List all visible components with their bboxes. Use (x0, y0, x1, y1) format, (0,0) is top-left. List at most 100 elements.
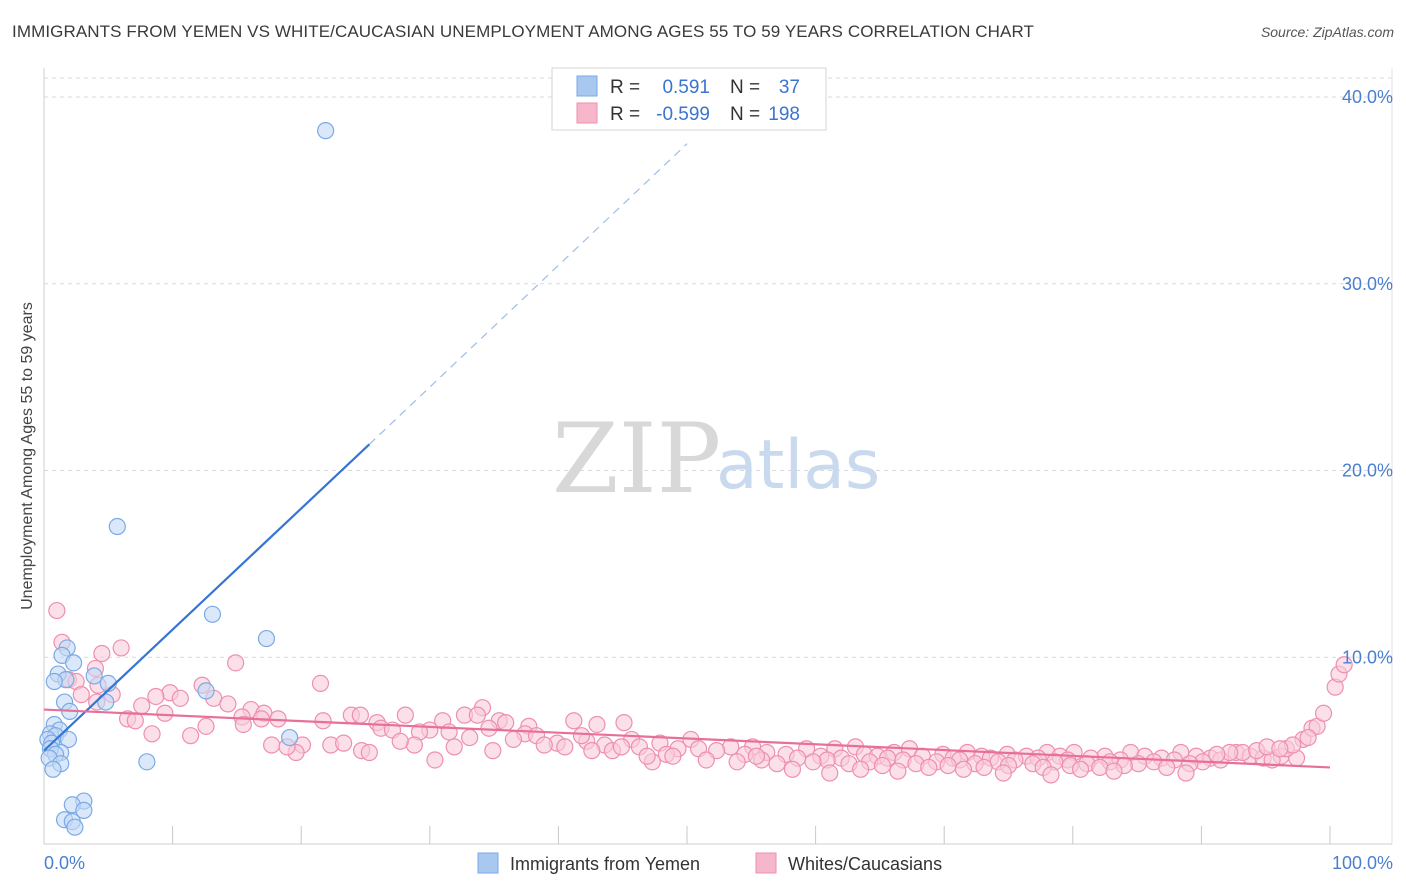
point-whites (48, 601, 66, 620)
point-whites (873, 756, 892, 775)
trend-line-whites (43, 708, 1331, 769)
point-whites (360, 743, 378, 762)
gridlines (44, 77, 1392, 658)
point-whites (747, 747, 766, 765)
point-whites (638, 747, 656, 765)
point-whites (445, 738, 463, 756)
point-yemen (257, 629, 276, 648)
point-whites (1299, 728, 1317, 747)
point-whites (112, 639, 130, 657)
point-whites (954, 760, 973, 778)
point-whites (821, 764, 839, 782)
point-yemen (64, 654, 83, 672)
x-tick-label-max: 100.0% (1332, 853, 1393, 873)
point-whites (994, 764, 1012, 782)
point-whites (612, 738, 631, 756)
watermark-atlas: atlas (716, 426, 880, 505)
trend-line-yemen-extension (368, 143, 688, 445)
y-tick-label: 20.0% (1342, 461, 1393, 481)
stats-box-frame (551, 67, 827, 131)
point-whites (396, 706, 414, 724)
x-tick-label-min: 0.0% (44, 853, 85, 873)
watermark: ZIP atlas (552, 403, 880, 515)
point-whites (497, 714, 515, 732)
point-whites (197, 717, 215, 735)
point-whites (227, 654, 245, 672)
point-whites (234, 715, 252, 734)
stats-n-label: N = (730, 104, 760, 125)
stats-r-label: R = (610, 104, 640, 125)
stats-n-value-yemen: 37 (779, 77, 800, 98)
point-whites (147, 687, 165, 706)
point-whites (939, 756, 957, 775)
point-yemen (59, 730, 78, 749)
point-whites (1105, 762, 1123, 780)
legend-swatch-yemen (477, 852, 499, 874)
point-whites (461, 728, 479, 747)
point-whites (93, 644, 111, 663)
point-yemen (197, 682, 215, 700)
legend-label-whites: Whites/Caucasians (788, 854, 942, 874)
stats-n-value-whites: 198 (768, 104, 800, 125)
point-yemen (75, 801, 93, 819)
source-credit: Source: ZipAtlas.com (1260, 24, 1394, 40)
point-whites (1158, 758, 1176, 777)
stats-box: R = 0.591 N = 37 R = -0.599 N = 198 (551, 67, 827, 131)
legend-label-yemen: Immigrants from Yemen (510, 854, 700, 874)
point-whites (156, 704, 174, 722)
point-whites (263, 736, 281, 754)
point-yemen (85, 667, 103, 685)
point-whites (1335, 656, 1353, 674)
axes (43, 68, 1393, 845)
point-whites (1091, 758, 1109, 777)
stats-r-label: R = (610, 77, 640, 98)
point-whites (556, 738, 574, 756)
y-tick-label: 10.0% (1342, 647, 1393, 667)
point-whites (728, 753, 746, 771)
point-whites (783, 760, 802, 778)
point-whites (1042, 766, 1060, 784)
point-whites (143, 725, 161, 743)
point-whites (975, 758, 993, 777)
point-yemen (138, 753, 156, 771)
point-whites (768, 755, 786, 773)
point-whites (572, 727, 591, 745)
y-tick-label: 40.0% (1342, 87, 1393, 107)
point-yemen (66, 818, 84, 836)
point-whites (1177, 764, 1195, 782)
point-yemen (108, 517, 126, 536)
point-whites (311, 674, 330, 692)
series-whites (48, 601, 1353, 784)
trend-line-yemen (43, 443, 371, 752)
trend-lines (43, 143, 1331, 769)
point-whites (920, 758, 938, 777)
point-whites (615, 714, 633, 732)
point-whites (314, 712, 332, 730)
point-whites (804, 753, 822, 771)
point-whites (335, 734, 353, 752)
point-yemen (317, 122, 335, 140)
point-yemen (44, 760, 62, 778)
point-whites (182, 727, 200, 745)
stats-r-value-yemen: 0.591 (662, 77, 710, 98)
point-whites (504, 730, 522, 749)
stats-r-value-whites: -0.599 (656, 104, 710, 125)
point-yemen (281, 728, 299, 747)
point-whites (219, 695, 237, 713)
series-yemen (39, 122, 335, 836)
point-whites (565, 712, 583, 730)
point-whites (405, 736, 423, 754)
point-yemen (97, 693, 115, 711)
point-yemen (45, 672, 63, 691)
point-whites (1271, 740, 1289, 758)
stats-swatch-whites (576, 102, 598, 124)
point-whites (484, 742, 502, 760)
chart-title: IMMIGRANTS FROM YEMEN VS WHITE/CAUCASIAN… (12, 22, 1035, 41)
point-whites (1314, 704, 1333, 722)
point-whites (351, 706, 369, 724)
point-whites (440, 723, 458, 741)
point-whites (1208, 745, 1226, 763)
point-whites (391, 732, 409, 750)
stats-swatch-yemen (576, 75, 598, 97)
